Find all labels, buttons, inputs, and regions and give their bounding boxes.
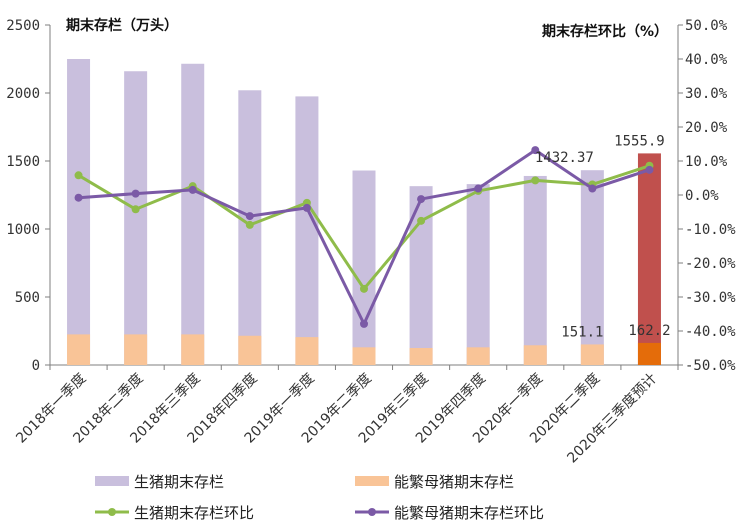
point-hog-change: [74, 171, 83, 180]
legend-marker-hog-change: [108, 508, 116, 516]
lines-layer: [74, 146, 654, 328]
bar-sow-inventory: [523, 345, 547, 365]
point-hog-change: [360, 284, 368, 293]
bar-sow-inventory: [124, 334, 148, 365]
bar-hog-inventory: [466, 184, 490, 365]
point-sow-change: [588, 184, 597, 193]
right-axis-title: 期末存栏环比（%）: [542, 23, 668, 40]
bar-sow-inventory: [637, 342, 661, 365]
right-tick-label: 0.0%: [685, 188, 719, 204]
bar-hog-inventory: [67, 59, 91, 365]
point-hog-change: [131, 205, 140, 214]
right-tick-label: -20.0%: [685, 256, 736, 272]
right-tick-label: -40.0%: [685, 324, 736, 340]
legend-marker-sow-change: [368, 508, 376, 516]
right-tick-label: -30.0%: [685, 290, 736, 306]
bar-hog-inventory: [181, 63, 205, 365]
point-sow-change: [360, 319, 368, 328]
point-sow-change: [645, 165, 654, 174]
point-sow-change: [74, 193, 83, 202]
right-tick-label: 50.0%: [685, 18, 728, 34]
left-tick-label: 2500: [6, 18, 40, 34]
bar-sow-inventory: [181, 334, 205, 365]
bar-hog-inventory: [580, 170, 604, 365]
legend-label-sow-change: 能繁母猪期末存栏环比: [394, 504, 544, 522]
left-tick-label: 1000: [6, 222, 40, 238]
data-label: 1555.9: [614, 133, 665, 149]
bar-sow-inventory: [238, 335, 262, 365]
left-tick-label: 1500: [6, 154, 40, 170]
bar-sow-inventory: [466, 347, 490, 365]
point-sow-change: [188, 185, 197, 194]
right-tick-label: 20.0%: [685, 120, 728, 136]
bars-layer: [67, 59, 661, 366]
legend-label-hog-change: 生猪期末存栏环比: [134, 504, 254, 522]
left-tick-label: 0: [32, 358, 40, 374]
bar-sow-inventory: [295, 337, 319, 365]
point-hog-change: [245, 220, 254, 229]
legend-swatch-sow-inventory: [355, 476, 389, 486]
point-sow-change: [417, 195, 426, 204]
bar-hog-inventory: [124, 71, 148, 366]
point-sow-change: [245, 212, 254, 221]
right-tick-label: -10.0%: [685, 222, 736, 238]
bar-sow-inventory: [580, 344, 604, 365]
point-sow-change: [474, 184, 483, 193]
bar-hog-inventory: [523, 175, 547, 365]
legend-label-hog-inventory: 生猪期末存栏: [134, 473, 224, 491]
right-tick-label: -50.0%: [685, 358, 736, 374]
bar-hog-inventory: [409, 186, 433, 365]
bar-sow-inventory: [352, 347, 376, 365]
legend-swatch-hog-inventory: [95, 476, 129, 486]
legend: 生猪期末存栏 能繁母猪期末存栏 生猪期末存栏环比 能繁母猪期末存栏环比: [95, 473, 544, 522]
left-tick-label: 2000: [6, 86, 40, 102]
point-sow-change: [131, 189, 140, 198]
point-hog-change: [417, 216, 426, 225]
bar-hog-inventory: [295, 96, 319, 366]
bar-hog-inventory: [637, 153, 661, 365]
bar-hog-inventory: [352, 170, 376, 365]
data-label: 151.1: [561, 324, 603, 340]
right-tick-label: 10.0%: [685, 154, 728, 170]
point-hog-change: [531, 176, 540, 185]
point-sow-change: [531, 146, 540, 155]
right-tick-label: 30.0%: [685, 86, 728, 102]
legend-label-sow-inventory: 能繁母猪期末存栏: [394, 473, 514, 491]
bar-sow-inventory: [409, 348, 433, 365]
left-tick-label: 500: [15, 290, 40, 306]
left-axis-title: 期末存栏（万头）: [66, 17, 178, 34]
data-label: 162.2: [628, 323, 670, 339]
labels-layer: 1432.37 1555.9 151.1 162.2: [535, 133, 671, 340]
data-label: 1432.37: [535, 150, 594, 166]
right-tick-label: 40.0%: [685, 52, 728, 68]
point-sow-change: [302, 203, 311, 212]
bar-sow-inventory: [67, 334, 91, 365]
